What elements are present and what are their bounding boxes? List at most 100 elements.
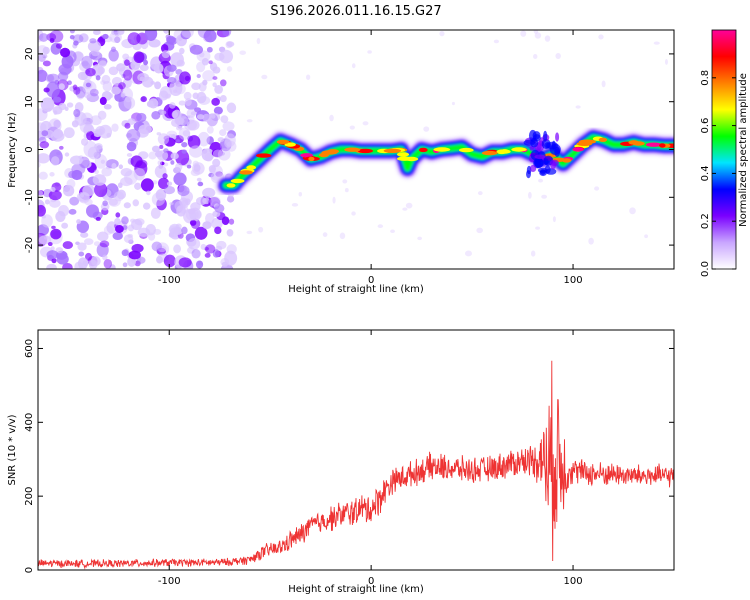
- noise-blob: [142, 202, 151, 210]
- noise-blob: [202, 70, 215, 82]
- noise-blob: [99, 96, 107, 106]
- noise-blob: [165, 34, 171, 40]
- noise-blob: [38, 171, 48, 180]
- noise-blob: [530, 250, 536, 257]
- noise-blob: [46, 263, 57, 269]
- noise-blob: [329, 114, 334, 122]
- noise-blob: [158, 90, 169, 101]
- noise-blob: [226, 66, 233, 72]
- noise-blob: [87, 40, 102, 52]
- noise-blob: [46, 81, 60, 98]
- noise-blob: [362, 121, 369, 126]
- figure-title: S196.2026.011.16.15.G27: [270, 4, 441, 19]
- noise-blob: [228, 218, 235, 225]
- noise-blob: [123, 96, 136, 110]
- noise-blob: [170, 160, 175, 165]
- noise-blob: [139, 64, 149, 72]
- noise-blob: [476, 227, 483, 234]
- noise-blob: [168, 232, 175, 238]
- ridge-hotspot: [396, 152, 410, 157]
- noise-blob: [115, 212, 121, 218]
- noise-blob: [187, 208, 196, 215]
- noise-blob: [150, 207, 161, 219]
- noise-blob: [191, 248, 201, 259]
- noise-blob: [134, 218, 145, 226]
- noise-blob: [195, 196, 207, 206]
- noise-blob: [55, 43, 63, 49]
- noise-blob: [127, 118, 136, 125]
- noise-blob: [38, 162, 41, 168]
- colorbar: 0.0 0.2 0.4 0.6 0.8 Normalized spectral ampl…: [700, 29, 749, 277]
- noise-blob: [72, 34, 84, 44]
- noise-blob: [163, 30, 170, 34]
- noise-blob: [72, 84, 78, 91]
- noise-blob: [131, 243, 144, 253]
- noise-blob: [209, 196, 221, 207]
- noise-blob: [41, 214, 53, 228]
- noise-blob: [82, 260, 89, 267]
- spectrogram-x-axis: -100 0 100: [158, 30, 583, 286]
- noise-blob: [118, 82, 126, 90]
- noise-blob: [73, 40, 79, 46]
- noise-blob: [121, 249, 129, 257]
- noise-blob: [367, 50, 372, 54]
- noise-blob: [108, 49, 119, 62]
- noise-blob: [351, 211, 356, 216]
- ridge-hotspot: [433, 147, 451, 152]
- noise-blob: [127, 224, 135, 232]
- noise-blob: [184, 98, 192, 107]
- y-tick-label: 200: [24, 487, 35, 506]
- noise-blob: [109, 264, 116, 269]
- noise-blob: [179, 71, 191, 85]
- noise-blob: [220, 79, 227, 87]
- noise-blob: [181, 149, 187, 154]
- noise-blob: [102, 254, 108, 261]
- noise-blob: [175, 68, 183, 75]
- noise-blob: [78, 251, 85, 257]
- noise-blob: [52, 106, 63, 115]
- y-tick-label: -10: [24, 189, 35, 205]
- noise-blob: [225, 41, 233, 49]
- noise-blob: [38, 53, 46, 62]
- noise-blob: [644, 234, 648, 239]
- ridge-hotspot: [256, 153, 272, 158]
- noise-blob: [103, 258, 113, 269]
- noise-blob: [224, 138, 233, 148]
- noise-blob: [198, 82, 207, 92]
- noise-blob: [148, 98, 159, 109]
- noise-blob: [166, 76, 177, 84]
- noise-blob: [204, 244, 216, 254]
- noise-blob: [163, 185, 175, 195]
- noise-blob: [47, 73, 60, 83]
- colorbar-tick-label: 0.6: [700, 118, 711, 134]
- noise-blob: [653, 41, 660, 45]
- noise-blob: [181, 226, 188, 235]
- noise-blob: [108, 66, 119, 76]
- noise-blob: [181, 142, 188, 148]
- noise-blob: [217, 137, 225, 143]
- noise-blob: [76, 91, 85, 100]
- noise-blob: [112, 232, 123, 241]
- noise-blob: [89, 88, 99, 97]
- y-tick-label: -20: [24, 237, 35, 253]
- noise-blob: [212, 76, 218, 80]
- noise-blob: [208, 60, 213, 65]
- noise-blob: [69, 35, 75, 40]
- noise-blob: [172, 109, 182, 120]
- noise-blob: [213, 106, 223, 115]
- noise-blob: [153, 63, 164, 74]
- noise-blob: [126, 141, 137, 152]
- noise-blob: [89, 38, 97, 44]
- noise-blob: [64, 152, 70, 157]
- noise-blob: [221, 216, 230, 226]
- noise-blob: [77, 242, 87, 251]
- noise-blob: [71, 169, 83, 181]
- noise-blob: [493, 39, 500, 44]
- noise-blob: [38, 69, 48, 82]
- noise-blob: [192, 92, 199, 100]
- x-tick-label: 100: [564, 275, 583, 286]
- noise-blob: [197, 260, 203, 266]
- ridge-hotspot: [383, 148, 402, 153]
- noise-blob: [57, 71, 69, 81]
